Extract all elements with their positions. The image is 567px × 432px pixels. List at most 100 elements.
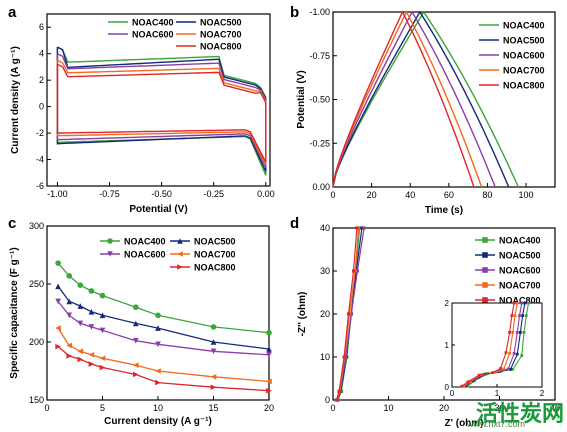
data-point xyxy=(210,324,217,330)
legend-label: NOAC800 xyxy=(503,81,545,91)
y-tick-label: 200 xyxy=(29,337,44,347)
data-point xyxy=(177,264,183,270)
data-point xyxy=(266,387,272,394)
watermark-url: www.hxt7.com xyxy=(467,419,526,429)
data-point xyxy=(499,367,502,370)
data-point xyxy=(155,325,161,331)
data-point xyxy=(482,237,488,243)
y-tick-label: -0.75 xyxy=(309,51,330,61)
y-tick-label: 300 xyxy=(29,221,44,231)
x-tick-label: 5 xyxy=(100,403,105,413)
data-point xyxy=(55,325,61,331)
inset-y-tick-label: 2 xyxy=(445,299,450,308)
legend-label: NOAC500 xyxy=(200,18,242,28)
data-point xyxy=(99,312,106,319)
data-point xyxy=(88,324,95,330)
data-point xyxy=(513,314,517,317)
data-point xyxy=(99,355,106,362)
legend-label: NOAC700 xyxy=(499,281,541,291)
inset-x-tick-label: 2 xyxy=(540,389,545,398)
legend-label: NOAC800 xyxy=(194,263,236,273)
data-point xyxy=(482,297,488,303)
data-point xyxy=(99,292,106,299)
data-point xyxy=(77,348,84,355)
gcd-curve-NOAC800 xyxy=(332,10,475,188)
data-point xyxy=(524,314,528,317)
x-tick-label: 0 xyxy=(44,403,49,413)
data-point xyxy=(521,314,525,317)
x-tick-label: -0.50 xyxy=(151,189,172,199)
inset-y-tick-label: 0 xyxy=(445,383,450,392)
data-point xyxy=(99,364,106,371)
gcd-curve-NOAC600 xyxy=(332,10,496,188)
y-tick-label: 4 xyxy=(39,49,44,59)
y-tick-label: -4 xyxy=(36,155,44,165)
capacitance-line-NOAC500 xyxy=(57,285,270,350)
panel-a-frame xyxy=(46,13,271,187)
data-point xyxy=(266,378,272,385)
cv-loop-NOAC700 xyxy=(56,59,267,166)
data-point xyxy=(77,282,84,288)
y-tick-label: 0 xyxy=(39,102,44,112)
data-point xyxy=(55,343,61,350)
x-tick-label: 30 xyxy=(494,403,504,413)
y-tick-label: 150 xyxy=(29,395,44,405)
y-axis-label: -Z'' (ohm) xyxy=(297,292,308,337)
data-point xyxy=(482,252,488,258)
x-tick-label: 40 xyxy=(405,190,415,200)
x-tick-label: 20 xyxy=(264,403,274,413)
data-point xyxy=(460,384,464,388)
x-tick-label: -0.25 xyxy=(203,189,224,199)
data-point xyxy=(515,331,519,334)
data-point xyxy=(66,353,72,359)
y-tick-label: 40 xyxy=(320,223,330,233)
x-tick-label: 60 xyxy=(444,190,454,200)
data-point xyxy=(511,367,515,371)
x-tick-label: 20 xyxy=(367,190,377,200)
data-point xyxy=(342,355,346,359)
panel-label: c xyxy=(8,215,16,232)
inset-frame xyxy=(451,302,543,388)
data-point xyxy=(133,362,139,368)
y-tick-label: -0.50 xyxy=(309,95,330,105)
data-point xyxy=(88,309,95,315)
inset-y-tick-label: 1 xyxy=(445,341,450,350)
data-point xyxy=(523,301,527,305)
data-point xyxy=(66,342,72,349)
panel-label: d xyxy=(290,215,299,232)
data-point xyxy=(266,351,272,358)
nyquist-line-NOAC800 xyxy=(335,227,358,401)
data-point xyxy=(55,260,61,266)
legend-label: NOAC600 xyxy=(499,266,541,276)
legend-label: NOAC800 xyxy=(200,42,242,52)
x-tick-label: 80 xyxy=(482,190,492,200)
x-tick-label: 0 xyxy=(330,403,335,413)
data-point xyxy=(210,339,217,345)
data-point xyxy=(522,331,526,334)
data-point xyxy=(155,368,161,374)
y-tick-label: -1.00 xyxy=(309,7,330,17)
y-tick-label: 20 xyxy=(320,309,330,319)
legend-label: NOAC500 xyxy=(503,36,545,46)
data-point xyxy=(512,301,516,305)
gcd-curve-NOAC400 xyxy=(332,10,519,188)
data-point xyxy=(177,251,183,257)
data-point xyxy=(133,338,139,344)
data-point xyxy=(88,351,95,358)
legend-label: NOAC600 xyxy=(124,250,166,260)
data-point xyxy=(266,329,272,336)
data-point xyxy=(133,320,139,327)
data-point xyxy=(508,331,511,334)
x-axis-label: Current density (A g⁻¹) xyxy=(104,416,212,427)
legend-label: NOAC400 xyxy=(503,21,545,31)
data-point xyxy=(77,303,84,309)
data-point xyxy=(88,361,95,367)
y-tick-label: 0.00 xyxy=(312,182,330,192)
y-axis-label: Specific capacitance (F g⁻¹) xyxy=(9,247,20,378)
data-point xyxy=(99,327,106,334)
panel-label: b xyxy=(290,4,299,21)
data-point xyxy=(155,379,161,386)
data-point xyxy=(520,301,524,305)
data-point xyxy=(177,238,183,244)
